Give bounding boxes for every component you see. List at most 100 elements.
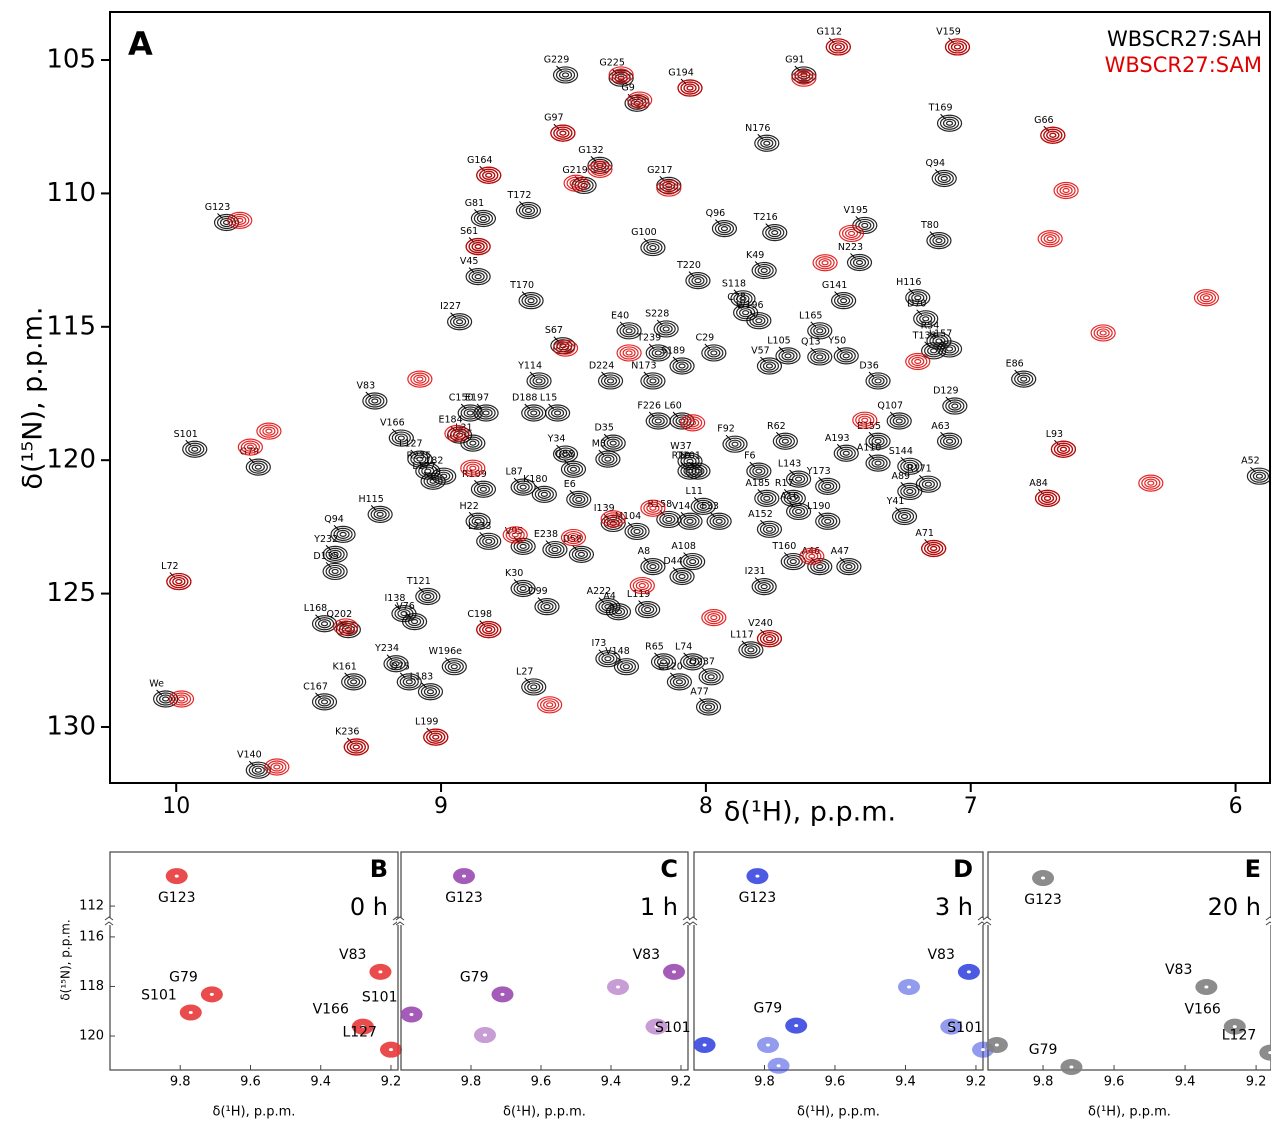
peak: [515, 201, 542, 220]
contour: [153, 690, 179, 708]
contour: [672, 359, 692, 373]
contour: [476, 621, 502, 639]
peak-label: G100: [631, 227, 657, 238]
label-leader: [1250, 466, 1256, 473]
contour: [159, 694, 173, 704]
contour: [479, 215, 488, 222]
peak-label: G123: [739, 890, 777, 906]
contour: [575, 496, 583, 503]
contour: [251, 765, 265, 775]
contour: [757, 136, 777, 150]
peak-core: [1041, 876, 1046, 880]
label-leader: [598, 649, 605, 656]
peak: [669, 567, 695, 586]
contour: [794, 476, 803, 482]
contour: [714, 222, 735, 236]
peak-label: Q94: [324, 514, 344, 525]
contour: [558, 343, 573, 353]
peak-label: Y34: [547, 434, 566, 445]
y-axis-label: δ(¹⁵N), p.p.m.: [18, 307, 49, 490]
contour: [188, 444, 202, 454]
contour: [566, 176, 586, 190]
contour: [237, 438, 263, 456]
contour: [614, 70, 628, 80]
peak: [544, 404, 571, 422]
contour: [622, 348, 636, 358]
peak: [785, 502, 812, 521]
contour: [844, 228, 859, 239]
contour: [834, 44, 842, 50]
contour: [852, 257, 867, 268]
peak-label: We: [149, 678, 164, 689]
contour: [416, 456, 424, 462]
label-leader: [603, 514, 610, 520]
contour: [781, 438, 789, 444]
contour: [789, 495, 797, 501]
contour: [441, 658, 467, 676]
label-leader: [778, 346, 785, 353]
contour: [918, 477, 938, 491]
peak-label: L190: [807, 501, 830, 512]
peak: [905, 352, 931, 371]
peak-label: F6: [744, 451, 756, 462]
contour: [440, 473, 448, 479]
peak: [457, 404, 483, 422]
contour: [895, 418, 903, 424]
contour: [558, 449, 573, 459]
peak: [607, 978, 629, 995]
contour: [712, 516, 726, 526]
contour: [606, 514, 620, 524]
peak: [510, 579, 536, 598]
contour: [842, 450, 850, 456]
peak-label: F33: [701, 501, 719, 512]
contour: [510, 579, 536, 598]
peak: [746, 868, 769, 885]
peak: [645, 344, 671, 362]
contour: [413, 374, 427, 384]
contour: [762, 634, 777, 644]
contour: [715, 518, 723, 524]
peak: [465, 512, 491, 530]
contour: [678, 363, 686, 369]
peak-label: V57: [751, 346, 770, 357]
contour: [1099, 330, 1107, 336]
contour: [646, 376, 660, 386]
contour: [816, 354, 824, 360]
peak: [926, 232, 952, 250]
contour: [367, 505, 393, 523]
contour: [552, 339, 579, 357]
contour: [1053, 181, 1079, 200]
label-leader: [556, 444, 562, 451]
peak: [453, 868, 475, 885]
peak-core: [906, 985, 911, 989]
panel-time: 0 h: [350, 893, 388, 921]
peak: [669, 357, 695, 375]
peak: [587, 160, 613, 179]
peak-label: S189: [661, 346, 685, 357]
contour: [945, 438, 954, 444]
contour: [347, 677, 361, 687]
contour: [563, 530, 584, 545]
label-leader: [765, 223, 772, 229]
contour: [619, 662, 634, 672]
contour: [799, 547, 825, 565]
peak-label: Q94: [925, 158, 945, 169]
contour: [349, 742, 363, 752]
contour: [794, 71, 814, 85]
peak: [897, 457, 923, 475]
x-tick-label: 9.8: [1033, 1075, 1054, 1090]
contour: [572, 180, 580, 186]
contour: [596, 166, 604, 173]
contour: [757, 265, 771, 276]
peak: [807, 348, 833, 366]
peak-label: S101: [141, 987, 177, 1003]
contour: [738, 641, 764, 659]
contour: [794, 68, 814, 82]
peak: [767, 1057, 790, 1074]
contour: [635, 600, 661, 619]
peak: [785, 470, 812, 488]
contour: [616, 344, 642, 362]
x-tick-label: 9.6: [1104, 1075, 1125, 1090]
peak-label: K30: [505, 568, 523, 579]
label-leader: [391, 428, 398, 435]
